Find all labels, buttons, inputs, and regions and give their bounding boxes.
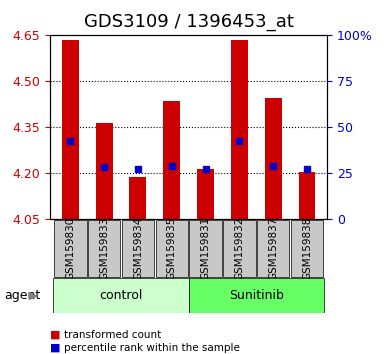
Bar [231, 40, 248, 219]
FancyBboxPatch shape [223, 220, 256, 277]
Bar [265, 98, 281, 219]
Text: GSM159830: GSM159830 [65, 217, 75, 280]
Bar [298, 172, 315, 219]
Bar [163, 101, 180, 219]
FancyBboxPatch shape [189, 220, 222, 277]
Text: GSM159838: GSM159838 [302, 217, 312, 280]
Text: GSM159837: GSM159837 [268, 217, 278, 280]
Text: ■: ■ [50, 343, 60, 353]
Bar [129, 177, 146, 219]
Text: agent: agent [4, 289, 40, 302]
FancyBboxPatch shape [54, 278, 189, 313]
Text: GSM159834: GSM159834 [133, 217, 143, 280]
FancyBboxPatch shape [156, 220, 188, 277]
Text: ■: ■ [50, 330, 60, 339]
FancyBboxPatch shape [189, 278, 324, 313]
FancyBboxPatch shape [88, 220, 121, 277]
Bar [197, 169, 214, 219]
Text: GSM159831: GSM159831 [201, 217, 211, 280]
Bar [62, 40, 79, 219]
FancyBboxPatch shape [291, 220, 323, 277]
Text: GSM159832: GSM159832 [234, 217, 244, 280]
FancyBboxPatch shape [122, 220, 154, 277]
Text: GSM159835: GSM159835 [167, 217, 177, 280]
Text: GSM159833: GSM159833 [99, 217, 109, 280]
FancyBboxPatch shape [54, 220, 87, 277]
Text: Sunitinib: Sunitinib [229, 289, 284, 302]
FancyBboxPatch shape [257, 220, 290, 277]
Title: GDS3109 / 1396453_at: GDS3109 / 1396453_at [84, 13, 294, 32]
Text: transformed count: transformed count [64, 330, 161, 339]
Bar [96, 123, 112, 219]
Text: percentile rank within the sample: percentile rank within the sample [64, 343, 239, 353]
Text: control: control [99, 289, 143, 302]
Text: ▶: ▶ [29, 291, 37, 301]
